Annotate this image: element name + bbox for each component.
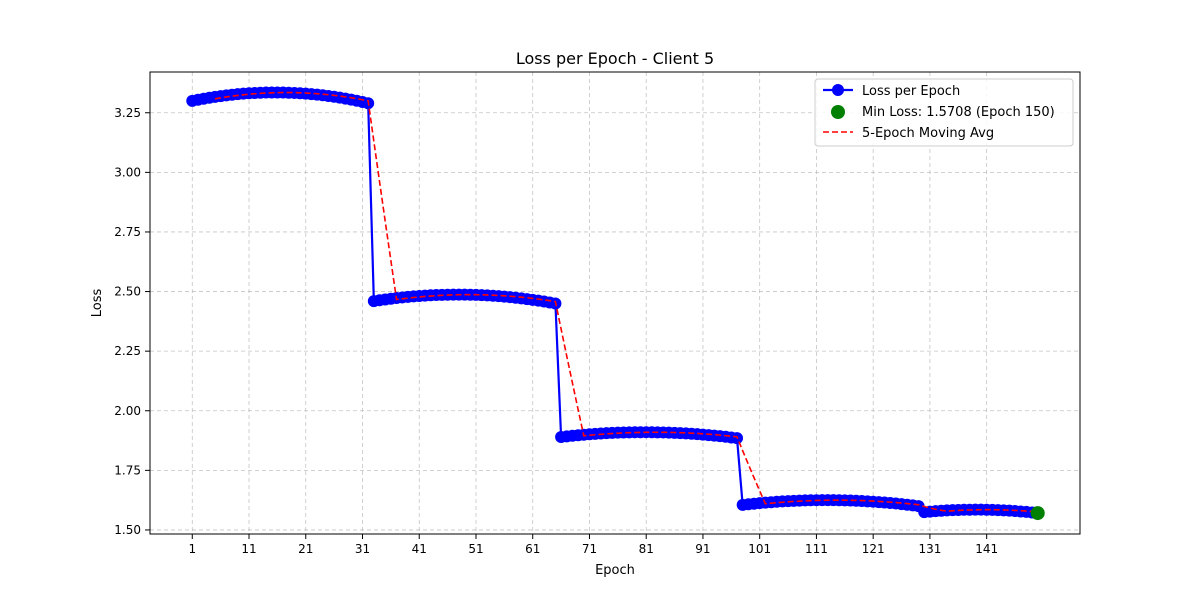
moving-average-line [214,91,1038,513]
min-point-layer [1030,506,1045,521]
min-loss-point [1030,506,1045,521]
legend-ma-label: 5-Epoch Moving Avg [862,126,994,141]
legend-item-loss: Loss per Epoch [823,84,960,99]
x-tick-label: 121 [862,542,885,556]
x-tick-label: 81 [639,542,654,556]
x-tick-label: 31 [355,542,370,556]
x-tick-label: 1 [188,542,196,556]
moving-average-layer [214,91,1038,513]
legend-min-marker [831,105,845,119]
y-tick-label: 2.00 [114,404,141,418]
x-tick-label: 51 [468,542,483,556]
y-tick-label: 3.00 [114,165,141,179]
legend-min-label: Min Loss: 1.5708 (Epoch 150) [862,105,1055,120]
loss-series-layer [186,86,1044,520]
legend-item-moving-avg: 5-Epoch Moving Avg [823,126,994,141]
x-tick-label: 111 [805,542,828,556]
x-tick-label: 61 [525,542,540,556]
legend: Loss per Epoch Min Loss: 1.5708 (Epoch 1… [814,78,1074,147]
legend-loss-marker [832,84,844,96]
x-tick-label: 41 [412,542,427,556]
legend-loss-label: Loss per Epoch [862,84,960,99]
x-axis-label: Epoch [595,563,635,578]
legend-box [814,78,1074,147]
y-tick-label: 1.75 [114,463,141,477]
x-tick-label: 141 [975,542,998,556]
x-tick-label: 11 [241,542,256,556]
x-tick-label: 91 [695,542,710,556]
legend-item-min: Min Loss: 1.5708 (Epoch 150) [831,105,1055,120]
y-tick-label: 3.25 [114,106,141,120]
x-tick-label: 71 [582,542,597,556]
y-tick-label: 2.25 [114,344,141,358]
y-tick-label: 2.75 [114,225,141,239]
x-tick-label: 21 [298,542,313,556]
chart-title: Loss per Epoch - Client 5 [516,49,714,68]
plot-area-frame [149,71,1081,535]
y-axis-label: Loss [90,289,105,318]
grid [150,72,1080,534]
x-tick-label: 101 [748,542,771,556]
x-tick-label: 131 [918,542,941,556]
y-tick-label: 2.50 [114,285,141,299]
y-tick-label: 1.50 [114,523,141,537]
x-axis-ticks: 1 11 21 31 41 51 61 71 81 91 101 111 121 131 141 [188,534,998,556]
y-axis-ticks: 1.50 1.75 2.00 2.25 2.50 2.75 3.00 3.25 [114,106,150,537]
